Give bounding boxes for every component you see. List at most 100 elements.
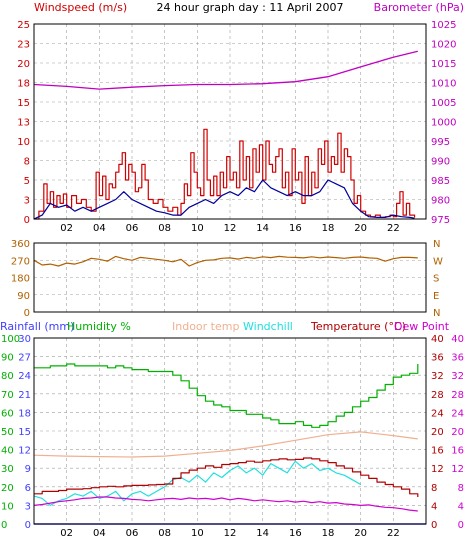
wind-xtick-label: 10 bbox=[191, 223, 204, 234]
windspeed-tick-label: 10 bbox=[17, 137, 30, 148]
dewpoint-axis-label: Dew Point bbox=[394, 320, 450, 333]
compass-tick-label: W bbox=[433, 256, 443, 267]
windspeed-tick-label: 15 bbox=[17, 98, 30, 109]
windspeed-tick-label: 25 bbox=[17, 20, 30, 31]
compass-tick-label: N bbox=[433, 239, 440, 250]
temperature-tick-label: 12 bbox=[431, 464, 444, 475]
rainfall-tick-label: 9 bbox=[25, 464, 31, 475]
wind-xtick-label: 12 bbox=[224, 223, 237, 234]
temp-plot-frame bbox=[33, 337, 427, 525]
dewpoint-tick-label: 32 bbox=[451, 371, 464, 382]
temperature-tick-label: 0 bbox=[431, 520, 437, 531]
rainfall-tick-label: 6 bbox=[25, 483, 31, 494]
graph-title: 24 hour graph day : 11 April 2007 bbox=[157, 1, 344, 14]
wind-xtick-label: 06 bbox=[126, 223, 139, 234]
dewpoint-tick-label: 36 bbox=[451, 353, 464, 364]
rainfall-tick-label: 0 bbox=[25, 520, 31, 531]
windspeed-tick-label: 3 bbox=[24, 196, 30, 207]
barometer-tick-label: 1015 bbox=[431, 59, 456, 70]
gust-line bbox=[34, 128, 416, 220]
humidity-axis-label: Humidity % bbox=[67, 320, 131, 333]
wind-xtick-label: 14 bbox=[256, 223, 269, 234]
humidity-tick-label: 100 bbox=[1, 334, 20, 345]
rainfall-tick-label: 3 bbox=[25, 501, 31, 512]
dewpoint-tick-label: 20 bbox=[451, 427, 464, 438]
temperature-line bbox=[34, 457, 419, 497]
humidity-tick-label: 60 bbox=[1, 408, 14, 419]
direction-tick-label: 180 bbox=[11, 274, 30, 285]
barometer-line bbox=[33, 50, 418, 90]
humidity-tick-label: 70 bbox=[1, 390, 14, 401]
windspeed-tick-label: 13 bbox=[17, 118, 30, 129]
temperature-tick-label: 24 bbox=[431, 408, 444, 419]
dewpoint-tick-label: 16 bbox=[451, 446, 464, 457]
temperature-tick-label: 32 bbox=[431, 371, 444, 382]
windspeed-axis-label: Windspeed (m/s) bbox=[34, 1, 127, 14]
rainfall-tick-label: 12 bbox=[18, 446, 31, 457]
wind-xtick-label: 08 bbox=[158, 223, 171, 234]
barometer-tick-label: 990 bbox=[431, 157, 450, 168]
temp-xtick-label: 16 bbox=[289, 528, 302, 539]
wind-xtick-label: 16 bbox=[289, 223, 302, 234]
temp-xtick-label: 12 bbox=[224, 528, 237, 539]
rainfall-tick-label: 30 bbox=[18, 334, 31, 345]
direction-tick-label: 90 bbox=[17, 291, 30, 302]
humidity-tick-label: 20 bbox=[1, 483, 14, 494]
wind-xtick-label: 18 bbox=[322, 223, 335, 234]
wind-xtick-label: 04 bbox=[93, 223, 106, 234]
barometer-axis-label: Barometer (hPa) bbox=[374, 1, 464, 14]
temp-xtick-label: 08 bbox=[158, 528, 171, 539]
temp-xtick-label: 06 bbox=[126, 528, 139, 539]
rainfall-tick-label: 18 bbox=[18, 408, 31, 419]
barometer-tick-label: 995 bbox=[431, 137, 450, 148]
temperature-tick-label: 16 bbox=[431, 446, 444, 457]
barometer-tick-label: 985 bbox=[431, 176, 450, 187]
direction-tick-label: 270 bbox=[11, 256, 30, 267]
barometer-tick-label: 1000 bbox=[431, 118, 456, 129]
barometer-tick-label: 975 bbox=[431, 215, 450, 226]
dewpoint-tick-label: 40 bbox=[451, 334, 464, 345]
windchill-line bbox=[33, 460, 361, 506]
temp-xtick-label: 10 bbox=[191, 528, 204, 539]
humidity-tick-label: 0 bbox=[1, 520, 7, 531]
windspeed-tick-label: 20 bbox=[17, 59, 30, 70]
temperature-tick-label: 20 bbox=[431, 427, 444, 438]
temp-xtick-label: 18 bbox=[322, 528, 335, 539]
windspeed-tick-label: 8 bbox=[24, 157, 30, 168]
humidity-tick-label: 40 bbox=[1, 446, 14, 457]
direction-tick-label: 360 bbox=[11, 239, 30, 250]
temperature-tick-label: 4 bbox=[431, 501, 437, 512]
barometer-tick-label: 1005 bbox=[431, 98, 456, 109]
wind-plot-frame bbox=[33, 23, 427, 220]
dewpoint-line bbox=[33, 496, 418, 512]
direction-line bbox=[33, 255, 418, 267]
windspeed-tick-label: 23 bbox=[17, 40, 30, 51]
humidity-tick-label: 80 bbox=[1, 371, 14, 382]
rainfall-tick-label: 24 bbox=[18, 371, 31, 382]
temp-xtick-label: 04 bbox=[93, 528, 106, 539]
dewpoint-tick-label: 0 bbox=[458, 520, 464, 531]
wind-xtick-label: 02 bbox=[60, 223, 73, 234]
indoor-line bbox=[33, 431, 418, 458]
dewpoint-tick-label: 4 bbox=[458, 501, 464, 512]
rainfall-axis-label: Rainfall (mm) bbox=[0, 320, 74, 333]
indoor-temp-label: Indoor temp bbox=[172, 320, 239, 333]
windspeed-tick-label: 0 bbox=[24, 215, 30, 226]
temperature-tick-label: 28 bbox=[431, 390, 444, 401]
temp-xtick-label: 22 bbox=[387, 528, 400, 539]
graph-panels: 02 04 06 08 10 12 14 16 18 20 22252320181513108530… bbox=[1, 20, 464, 539]
barometer-tick-label: 1010 bbox=[431, 79, 456, 90]
humidity-tick-label: 10 bbox=[1, 501, 14, 512]
temp-xtick-label: 14 bbox=[256, 528, 269, 539]
dewpoint-tick-label: 24 bbox=[451, 408, 464, 419]
temperature-tick-label: 8 bbox=[431, 483, 437, 494]
dewpoint-tick-label: 28 bbox=[451, 390, 464, 401]
humidity-tick-label: 50 bbox=[1, 427, 14, 438]
barometer-tick-label: 1025 bbox=[431, 20, 456, 31]
dewpoint-tick-label: 12 bbox=[451, 464, 464, 475]
wind-xtick-label: 20 bbox=[354, 223, 367, 234]
rainfall-tick-label: 15 bbox=[18, 427, 31, 438]
temp-xtick-label: 02 bbox=[60, 528, 73, 539]
compass-tick-label: E bbox=[433, 291, 439, 302]
